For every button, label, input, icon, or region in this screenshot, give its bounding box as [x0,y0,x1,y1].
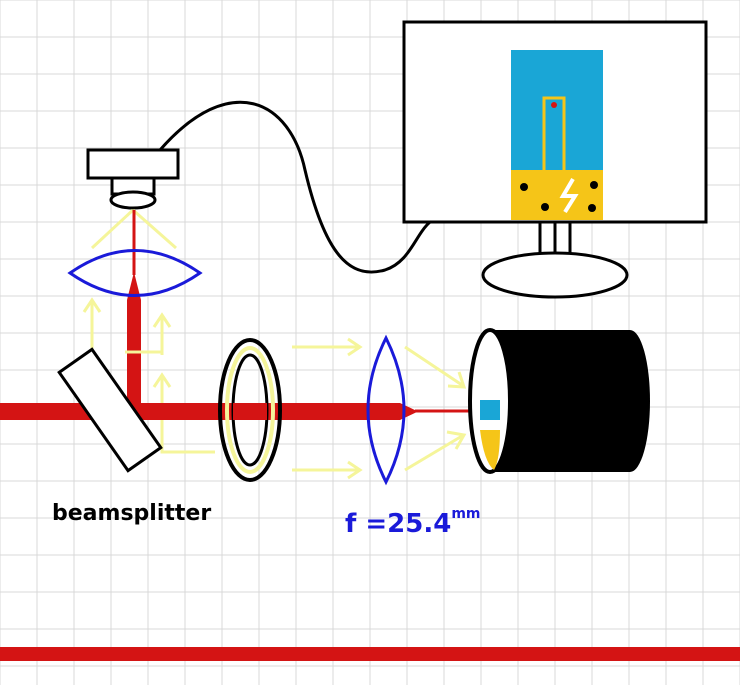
camera-cable [158,100,432,274]
light-ray [160,375,215,454]
arrow-head [152,372,172,388]
beamsplitter-cube [57,347,163,473]
image-particle [588,204,596,212]
return-light-paths [82,297,215,454]
image-particle [590,181,598,189]
laser-taper [127,272,141,300]
monitor-image [511,50,603,220]
image-background [511,50,603,172]
arrow-head [447,371,467,389]
image-spark-icon [559,177,579,214]
cylinder-body [490,330,630,472]
cylinder-back [610,330,650,472]
arrow-head [82,297,102,313]
arrow-head [347,460,363,480]
focal-length-unit: mm [451,506,480,522]
arrow-head [347,337,363,357]
camera-body [86,148,180,180]
beamsplitter-label: beamsplitter [52,501,211,526]
sample-target [480,400,500,420]
ring-optic-yellow [225,346,275,474]
image-laser-spot [551,102,557,108]
focusing-lens [366,334,406,486]
sample-holder-cylinder [468,328,650,474]
camera [86,148,180,210]
camera-light-cone [90,208,177,250]
light-ray [404,434,463,472]
sample-powder [480,430,500,470]
ring-optic-outer [218,338,282,482]
image-powder-bed [511,170,603,220]
focal-length-label: f =25.4mm [345,506,481,539]
focal-length-value: f =25.4 [345,509,451,539]
image-particle [541,203,549,211]
imaging-lens [67,249,203,297]
arrow-head [446,430,467,450]
image-wire [542,96,566,175]
collimated-light [292,337,467,480]
light-ray [404,345,463,387]
image-particle [520,183,528,191]
beam-through-ring [233,403,267,420]
monitor-stand [481,251,629,299]
light-ray [90,208,135,250]
light-ray [132,208,177,250]
main-laser-beam [0,403,400,420]
camera-lens [109,190,157,210]
bottom-red-line [0,647,740,661]
arrow-head [152,312,172,328]
reflected-laser-beam [127,300,141,410]
